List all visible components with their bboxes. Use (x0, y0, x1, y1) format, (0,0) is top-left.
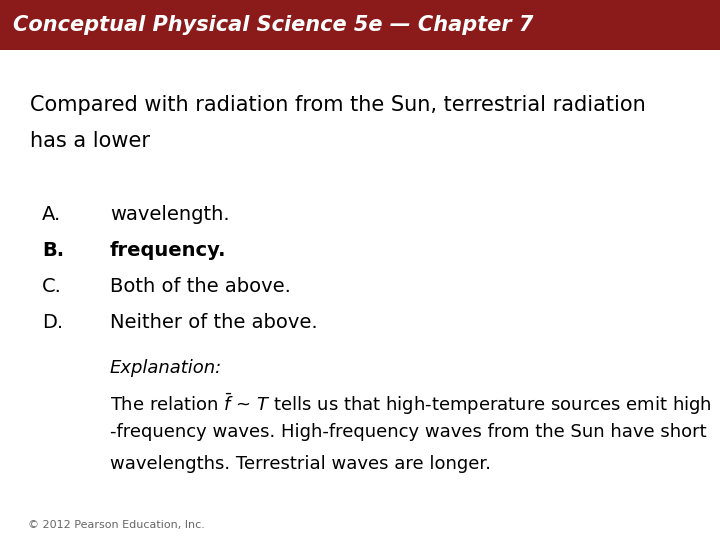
Text: B.: B. (42, 241, 64, 260)
Text: Neither of the above.: Neither of the above. (110, 313, 318, 332)
Text: frequency.: frequency. (110, 241, 227, 260)
Text: Both of the above.: Both of the above. (110, 277, 291, 296)
Text: A.: A. (42, 205, 61, 224)
Text: wavelengths. Terrestrial waves are longer.: wavelengths. Terrestrial waves are longe… (110, 455, 491, 473)
Text: C.: C. (42, 277, 62, 296)
Text: has a lower: has a lower (30, 131, 150, 151)
Text: Explanation:: Explanation: (110, 359, 222, 377)
Text: Conceptual Physical Science 5e — Chapter 7: Conceptual Physical Science 5e — Chapter… (13, 15, 534, 35)
Text: The relation $\bar{f}$ ~ $T$ tells us that high-temperature sources emit high: The relation $\bar{f}$ ~ $T$ tells us th… (110, 391, 712, 417)
Text: wavelength.: wavelength. (110, 205, 230, 224)
Text: © 2012 Pearson Education, Inc.: © 2012 Pearson Education, Inc. (28, 520, 205, 530)
Text: -frequency waves. High-frequency waves from the Sun have short: -frequency waves. High-frequency waves f… (110, 423, 706, 441)
Text: Compared with radiation from the Sun, terrestrial radiation: Compared with radiation from the Sun, te… (30, 95, 646, 115)
Text: D.: D. (42, 313, 63, 332)
